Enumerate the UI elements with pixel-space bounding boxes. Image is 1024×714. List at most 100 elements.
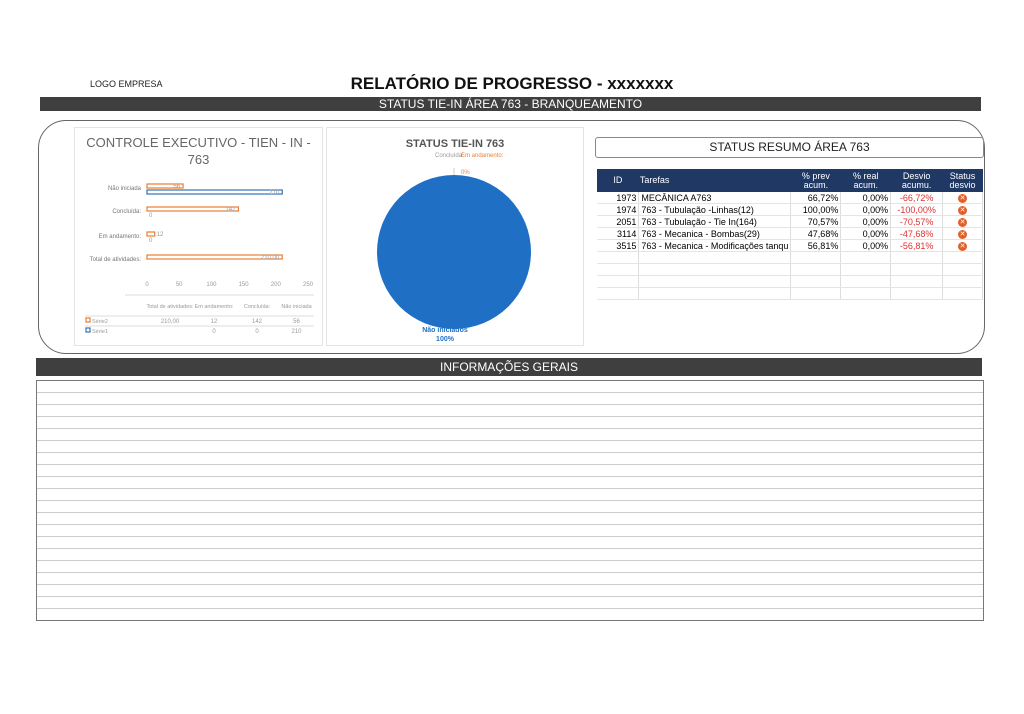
table-row: 1973 MECÂNICA A763 66,72% 0,00% -66,72% … xyxy=(597,192,983,204)
table-header: Total de atividades: xyxy=(146,304,194,310)
col-prev: % prev acum. xyxy=(790,169,841,192)
bar-série2 xyxy=(146,231,156,237)
col-id: ID xyxy=(597,169,639,192)
empty-row xyxy=(597,251,983,264)
table-value: 142 xyxy=(252,319,263,325)
cell-real: 0,00% xyxy=(840,215,892,228)
table-value: 12 xyxy=(211,319,218,325)
col-real: % real acum. xyxy=(840,169,891,192)
pie-title: STATUS TIE-IN 763 xyxy=(406,138,505,150)
cell-desvio: -70,57% xyxy=(890,215,944,228)
error-x-icon: ✕ xyxy=(958,206,968,215)
x-tick-label: 0 xyxy=(145,282,149,288)
empty-row xyxy=(597,287,983,300)
legend-label: Série2 xyxy=(92,319,108,325)
error-x-icon: ✕ xyxy=(958,230,968,239)
info-title: INFORMAÇÕES GERAIS xyxy=(36,358,982,376)
cell-task: 763 - Tubulação - Tie In(164) xyxy=(638,215,792,228)
table-header: Não iniciada xyxy=(281,304,312,310)
cell-real: 0,00% xyxy=(840,192,892,204)
cell-task: 763 - Mecanica - Bombas(29) xyxy=(638,227,792,240)
table-value: 210 xyxy=(291,329,302,335)
table-value: 210,00 xyxy=(161,319,180,325)
company-logo: LOGO EMPRESA xyxy=(90,79,163,89)
bar-chart-title: CONTROLE EXECUTIVO - TIEN - IN - 763 xyxy=(86,135,311,167)
x-tick-label: 100 xyxy=(206,282,217,288)
error-x-icon: ✕ xyxy=(958,194,968,203)
cell-desvio: -56,81% xyxy=(890,239,944,252)
status-frame xyxy=(38,120,985,354)
table-header: Em andamento: xyxy=(195,304,234,310)
category-label: Concluída: xyxy=(112,209,141,215)
category-label: Em andamento: xyxy=(99,234,142,240)
col-desvio: Desvio acumu. xyxy=(890,169,943,192)
cell-desvio: -100,00% xyxy=(890,203,944,216)
x-tick-label: 50 xyxy=(176,282,183,288)
cell-prev: 66,72% xyxy=(790,192,842,204)
data-label: 56 xyxy=(173,184,180,190)
pie-label-andamento: Em andamento: xyxy=(461,153,504,159)
cell-real: 0,00% xyxy=(840,227,892,240)
col-tarefas: Tarefas xyxy=(638,169,791,192)
data-label: 210,00 xyxy=(261,255,280,261)
pie-label-concluida: Concluída: xyxy=(435,153,464,159)
page-title: RELATÓRIO DE PROGRESSO - xxxxxxx xyxy=(350,74,674,93)
bar-série1 xyxy=(146,189,283,195)
cell-status: ✕ xyxy=(942,239,983,252)
pie-label-nao-iniciados: Não iniciados xyxy=(422,327,468,334)
section-subtitle: STATUS TIE-IN ÁREA 763 - BRANQUEAMENTO xyxy=(40,97,981,111)
table-header: Concluída: xyxy=(244,304,271,310)
info-notes-area[interactable] xyxy=(36,380,984,621)
pie-chart-panel: STATUS TIE-IN 763 Concluída: Em andament… xyxy=(326,127,584,346)
x-tick-label: 250 xyxy=(303,282,314,288)
cell-desvio: -66,72% xyxy=(890,192,944,204)
cell-real: 0,00% xyxy=(840,239,892,252)
bar-série2 xyxy=(146,183,184,189)
legend-label: Série1 xyxy=(92,329,108,335)
resumo-title: STATUS RESUMO ÁREA 763 xyxy=(595,137,984,158)
x-tick-label: 200 xyxy=(271,282,282,288)
empty-row xyxy=(597,263,983,276)
cell-task: 763 - Mecanica - Modificações tanqu xyxy=(638,239,792,252)
legend-key-icon xyxy=(85,327,91,333)
pie-chart: STATUS TIE-IN 763 Concluída: Em andament… xyxy=(377,138,531,343)
cell-status: ✕ xyxy=(942,215,983,228)
bar-série2 xyxy=(146,206,240,212)
bar-série2 xyxy=(146,254,283,260)
table-row: 3515 763 - Mecanica - Modificações tanqu… xyxy=(597,239,983,252)
table-value: 0 xyxy=(212,329,216,335)
pie-pct-nao-iniciados: 100% xyxy=(436,336,455,343)
cell-real: 0,00% xyxy=(840,203,892,216)
cell-id: 1973 xyxy=(597,192,640,204)
data-label: 142 xyxy=(225,207,236,213)
pie-pct-andamento: 0% xyxy=(461,170,470,176)
data-label: 0 xyxy=(149,238,153,244)
cell-prev: 56,81% xyxy=(790,239,842,252)
data-label: 0 xyxy=(149,213,153,219)
cell-status: ✕ xyxy=(942,227,983,240)
table-row: 1974 763 - Tubulação -Linhas(12) 100,00%… xyxy=(597,203,983,216)
empty-row xyxy=(597,275,983,288)
cell-id: 2051 xyxy=(597,215,640,228)
category-label: Não iniciada xyxy=(108,186,142,192)
table-row: 2051 763 - Tubulação - Tie In(164) 70,57… xyxy=(597,215,983,228)
pie-slice-nao-iniciados xyxy=(377,175,531,329)
data-label: 12 xyxy=(157,232,164,238)
table-value: 56 xyxy=(293,319,300,325)
cell-status: ✕ xyxy=(942,203,983,216)
resumo-table: ID Tarefas % prev acum. % real acum. Des… xyxy=(597,169,983,300)
error-x-icon: ✕ xyxy=(958,242,968,251)
cell-prev: 47,68% xyxy=(790,227,842,240)
table-row: 3114 763 - Mecanica - Bombas(29) 47,68% … xyxy=(597,227,983,240)
x-tick-label: 150 xyxy=(239,282,250,288)
cell-desvio: -47,68% xyxy=(890,227,944,240)
cell-task: MECÂNICA A763 xyxy=(638,192,792,204)
bar-chart: 0 50 100 150 200 250 Total de atividades: 210,0… xyxy=(85,183,314,335)
cell-prev: 100,00% xyxy=(790,203,842,216)
cell-id: 1974 xyxy=(597,203,640,216)
legend-key-icon xyxy=(85,317,91,323)
col-status: Status desvio xyxy=(942,169,983,192)
cell-status: ✕ xyxy=(942,192,983,204)
cell-id: 3114 xyxy=(597,227,640,240)
table-value: 0 xyxy=(255,329,259,335)
